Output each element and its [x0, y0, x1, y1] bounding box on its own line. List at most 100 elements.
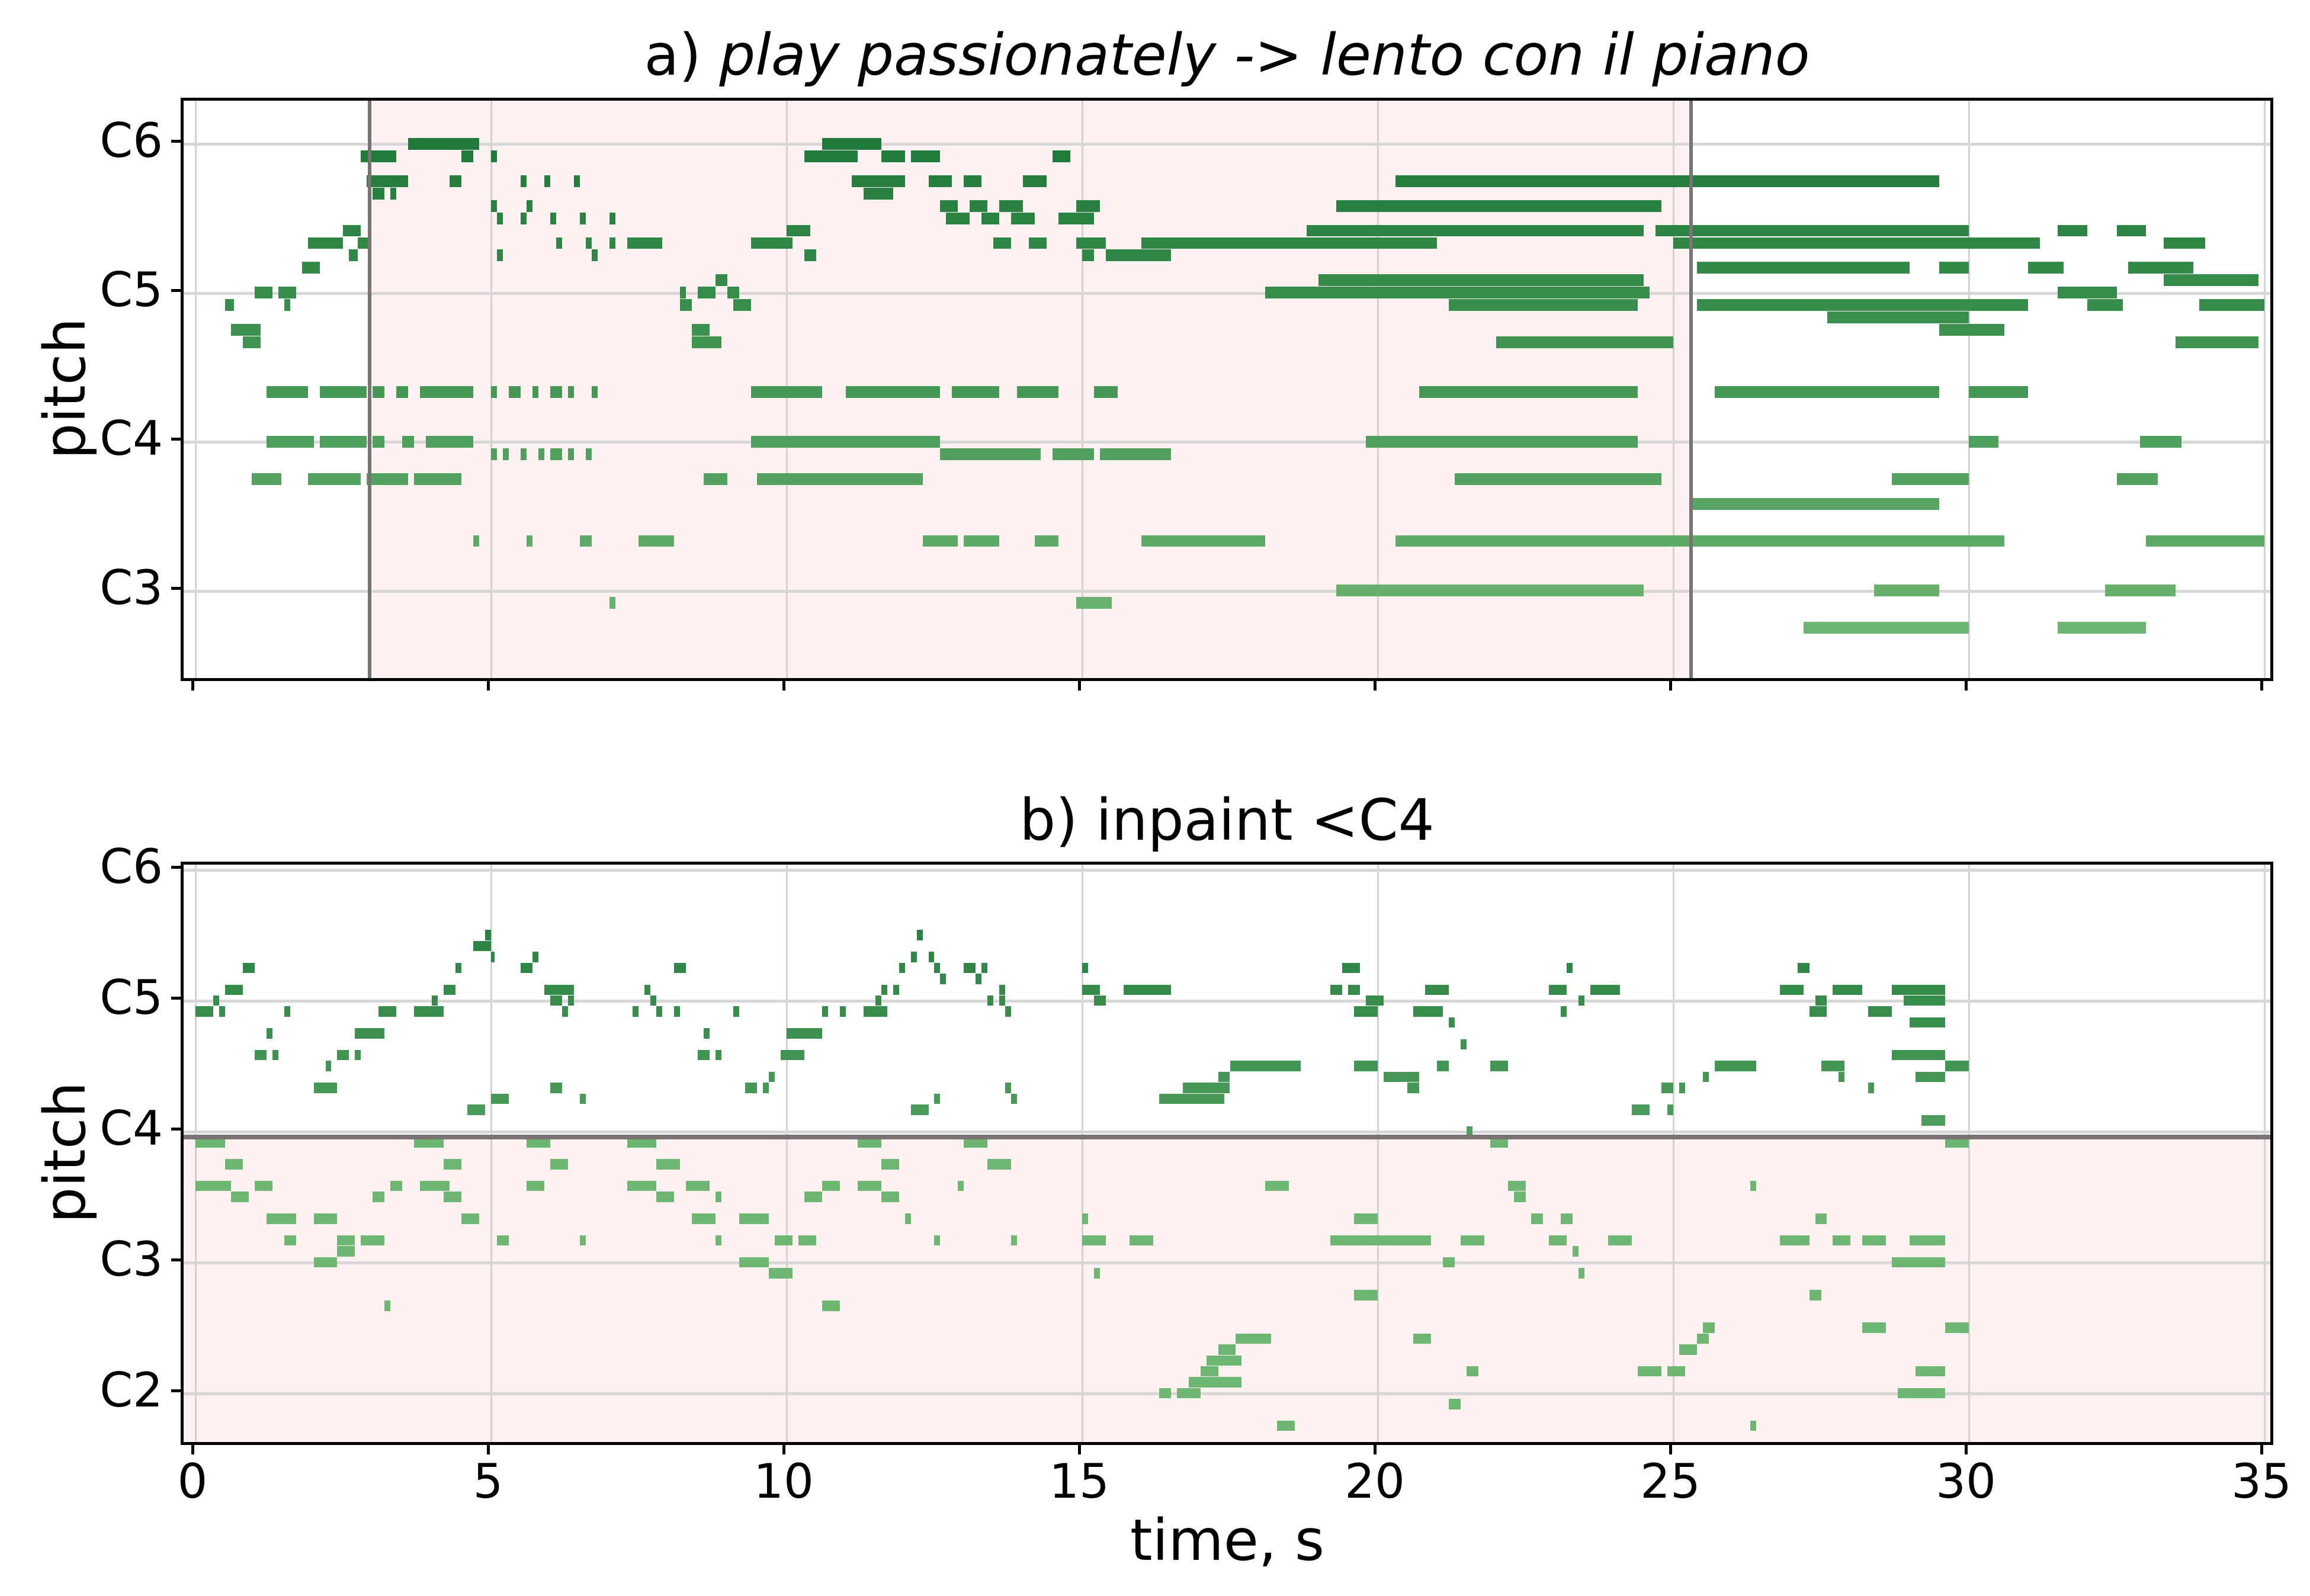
note [213, 995, 219, 1006]
note [798, 1049, 804, 1061]
note [485, 930, 491, 940]
note [349, 249, 358, 262]
note [775, 1235, 793, 1246]
note [1093, 995, 1100, 1006]
note [284, 299, 290, 312]
note [781, 1049, 798, 1061]
note [2164, 237, 2206, 249]
note [964, 175, 982, 187]
note [1945, 1322, 1969, 1333]
note [893, 984, 899, 995]
note [692, 324, 710, 336]
note [934, 1093, 941, 1104]
note [964, 962, 976, 974]
note [1679, 1344, 1697, 1355]
note [733, 299, 752, 312]
note [1366, 995, 1384, 1006]
note [769, 1071, 775, 1083]
note [490, 1093, 509, 1104]
grid-line-vertical [490, 865, 492, 1442]
note [337, 1246, 355, 1257]
note [1017, 386, 1059, 398]
note [307, 237, 344, 249]
note [1862, 1322, 1886, 1333]
y-tick-label: C3 [100, 560, 163, 615]
note [1573, 1246, 1579, 1257]
note [1336, 585, 1644, 597]
note [1750, 1180, 1756, 1192]
note [857, 1137, 881, 1148]
note [378, 1028, 385, 1039]
note [496, 212, 503, 224]
note [916, 930, 923, 940]
x-tick [1374, 681, 1377, 691]
note [970, 200, 988, 212]
grid-line-horizontal [184, 1392, 2270, 1395]
x-tick-label: 20 [1345, 1454, 1405, 1509]
note [1307, 224, 1437, 237]
note [562, 984, 574, 995]
note [1395, 535, 1691, 547]
note [591, 386, 598, 398]
note [1702, 1071, 1709, 1083]
note [1395, 175, 1650, 187]
note [1490, 1061, 1508, 1071]
note [839, 1006, 846, 1017]
grid-line-vertical [1377, 865, 1379, 1442]
note [1833, 1235, 1851, 1246]
note [863, 435, 941, 448]
note [1696, 262, 1910, 274]
note [1436, 1061, 1449, 1071]
note [1797, 962, 1810, 974]
x-tick [1669, 1445, 1673, 1454]
note [804, 1192, 822, 1202]
grid-line-vertical [1673, 101, 1675, 678]
note [1868, 1006, 1892, 1017]
note [2146, 535, 2265, 547]
note [1862, 1235, 1886, 1246]
note [266, 1028, 272, 1039]
note [822, 137, 881, 150]
note [473, 535, 479, 547]
note [579, 212, 586, 224]
note [1815, 995, 1827, 1006]
note [1868, 1083, 1875, 1093]
note [508, 386, 521, 398]
x-tick [1669, 681, 1673, 691]
note [981, 962, 988, 974]
x-tick [1965, 681, 1968, 691]
note [1419, 386, 1638, 398]
note [1082, 1213, 1088, 1224]
note [792, 435, 834, 448]
note [1567, 962, 1573, 974]
x-tick [2260, 1445, 2264, 1454]
note [567, 995, 574, 1006]
note [284, 1235, 296, 1246]
note [1188, 1377, 1242, 1388]
note [450, 175, 462, 187]
note [532, 386, 538, 398]
note [993, 237, 1012, 249]
note [1750, 1420, 1756, 1431]
note [875, 995, 881, 1006]
note [1916, 1366, 1946, 1377]
note [1667, 1104, 1673, 1115]
note [526, 1137, 550, 1148]
note [1029, 237, 1047, 249]
note [278, 287, 296, 299]
note [1093, 386, 1118, 398]
note [1578, 995, 1585, 1006]
note [656, 1192, 675, 1202]
note [863, 187, 893, 200]
note [704, 473, 728, 485]
note [1159, 1388, 1171, 1399]
note [251, 473, 281, 485]
note [450, 984, 456, 995]
note [526, 1180, 544, 1192]
note [573, 175, 580, 187]
note [1507, 1180, 1526, 1192]
note [680, 287, 686, 299]
note [1898, 1388, 1946, 1399]
grid-line-horizontal [184, 1131, 2270, 1134]
note [337, 1049, 349, 1061]
